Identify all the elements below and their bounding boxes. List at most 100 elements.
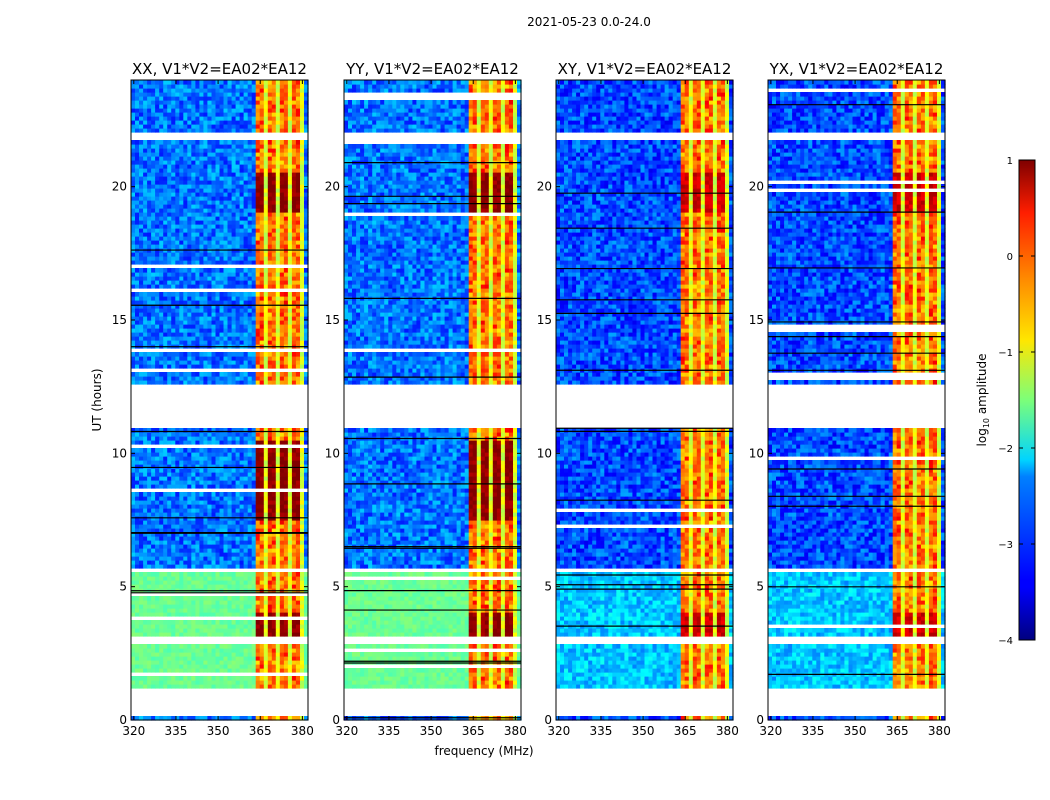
heatmap-cell (159, 324, 164, 329)
heatmap-cell (167, 584, 172, 589)
heatmap-cell (203, 676, 208, 681)
heatmap-cell (191, 544, 196, 549)
heatmap-cell (283, 448, 289, 453)
heatmap-cell (195, 468, 200, 473)
heatmap-cell (267, 148, 273, 153)
heatmap-cell (219, 436, 225, 441)
heatmap-cell (135, 680, 140, 685)
heatmap-cell (239, 312, 245, 317)
heatmap-cell (275, 216, 281, 221)
heatmap-cell (215, 656, 221, 661)
heatmap-cell (255, 252, 261, 257)
heatmap-cell (243, 256, 249, 261)
heatmap-cell (151, 620, 156, 625)
heatmap-cell (239, 544, 245, 549)
heatmap-cell (223, 620, 229, 625)
heatmap-cell (267, 604, 273, 609)
heatmap-cell (283, 156, 289, 161)
heatmap-cell (291, 244, 297, 249)
heatmap-cell (131, 520, 136, 525)
heatmap-cell (304, 340, 309, 345)
heatmap-cell (239, 220, 245, 225)
heatmap-cell (187, 660, 192, 665)
heatmap-cell (267, 468, 273, 473)
heatmap-cell (304, 148, 309, 153)
heatmap-cell (267, 272, 273, 277)
heatmap-cell (227, 660, 233, 665)
heatmap-cell (143, 316, 148, 321)
heatmap-cell (183, 544, 188, 549)
heatmap-cell (187, 448, 192, 453)
heatmap-cell (179, 476, 184, 481)
heatmap-cell (211, 292, 217, 297)
heatmap-cell (291, 184, 297, 189)
heatmap-cell (247, 520, 253, 525)
heatmap-cell (304, 560, 309, 565)
heatmap-cell (259, 332, 265, 337)
heatmap-cell (287, 552, 293, 557)
heatmap-cell (147, 260, 152, 265)
heatmap-cell (291, 628, 297, 633)
heatmap-cell (243, 224, 249, 229)
heatmap-cell (191, 356, 196, 361)
heatmap-cell (271, 628, 277, 633)
heatmap-cell (247, 356, 253, 361)
heatmap-cell (291, 436, 297, 441)
heatmap-cell (255, 464, 261, 469)
heatmap-cell (139, 340, 144, 345)
heatmap-cell (215, 312, 221, 317)
heatmap-cell (155, 268, 160, 273)
heatmap-cell (263, 168, 269, 173)
heatmap-cell (155, 504, 160, 509)
heatmap-cell (227, 204, 233, 209)
heatmap-cell (163, 676, 168, 681)
heatmap-cell (291, 360, 297, 365)
heatmap-cell (267, 480, 273, 485)
heatmap-cell (159, 628, 164, 633)
heatmap-cell (271, 164, 277, 169)
heatmap-cell (247, 376, 253, 381)
heatmap-cell (227, 304, 233, 309)
heatmap-cell (263, 612, 269, 617)
heatmap-cell (279, 608, 285, 613)
heatmap-cell (187, 336, 192, 341)
heatmap-cell (183, 556, 188, 561)
heatmap-cell (183, 340, 188, 345)
heatmap-cell (199, 496, 204, 501)
heatmap-cell (287, 544, 293, 549)
heatmap-cell (211, 204, 217, 209)
heatmap-cell (139, 300, 144, 305)
heatmap-cell (215, 252, 221, 257)
heatmap-cell (195, 144, 200, 149)
heatmap-cell (131, 188, 136, 193)
heatmap-cell (215, 428, 221, 433)
heatmap-cell (267, 364, 273, 369)
heatmap-cell (291, 484, 297, 489)
heatmap-cell (227, 156, 233, 161)
heatmap-cell (171, 608, 176, 613)
heatmap-cell (195, 148, 200, 153)
heatmap-cell (255, 552, 261, 557)
heatmap-cell (263, 492, 269, 497)
heatmap-cell (143, 372, 148, 377)
heatmap-cell (287, 436, 293, 441)
heatmap-cell (167, 356, 172, 361)
heatmap-cell (183, 648, 188, 653)
heatmap-cell (227, 668, 233, 673)
heatmap-cell (227, 324, 233, 329)
heatmap-cell (243, 316, 249, 321)
heatmap-cell (207, 280, 212, 285)
heatmap-cell (300, 188, 305, 193)
heatmap-cell (135, 460, 140, 465)
heatmap-cell (247, 216, 253, 221)
heatmap-cell (147, 656, 152, 661)
heatmap-cell (235, 284, 241, 289)
heatmap-cell (300, 436, 305, 441)
heatmap-cell (239, 176, 245, 181)
heatmap-cell (304, 436, 309, 441)
heatmap-cell (287, 224, 293, 229)
heatmap-cell (279, 452, 285, 457)
heatmap-cell (135, 620, 140, 625)
heatmap-cell (243, 308, 249, 313)
heatmap-cell (135, 360, 140, 365)
